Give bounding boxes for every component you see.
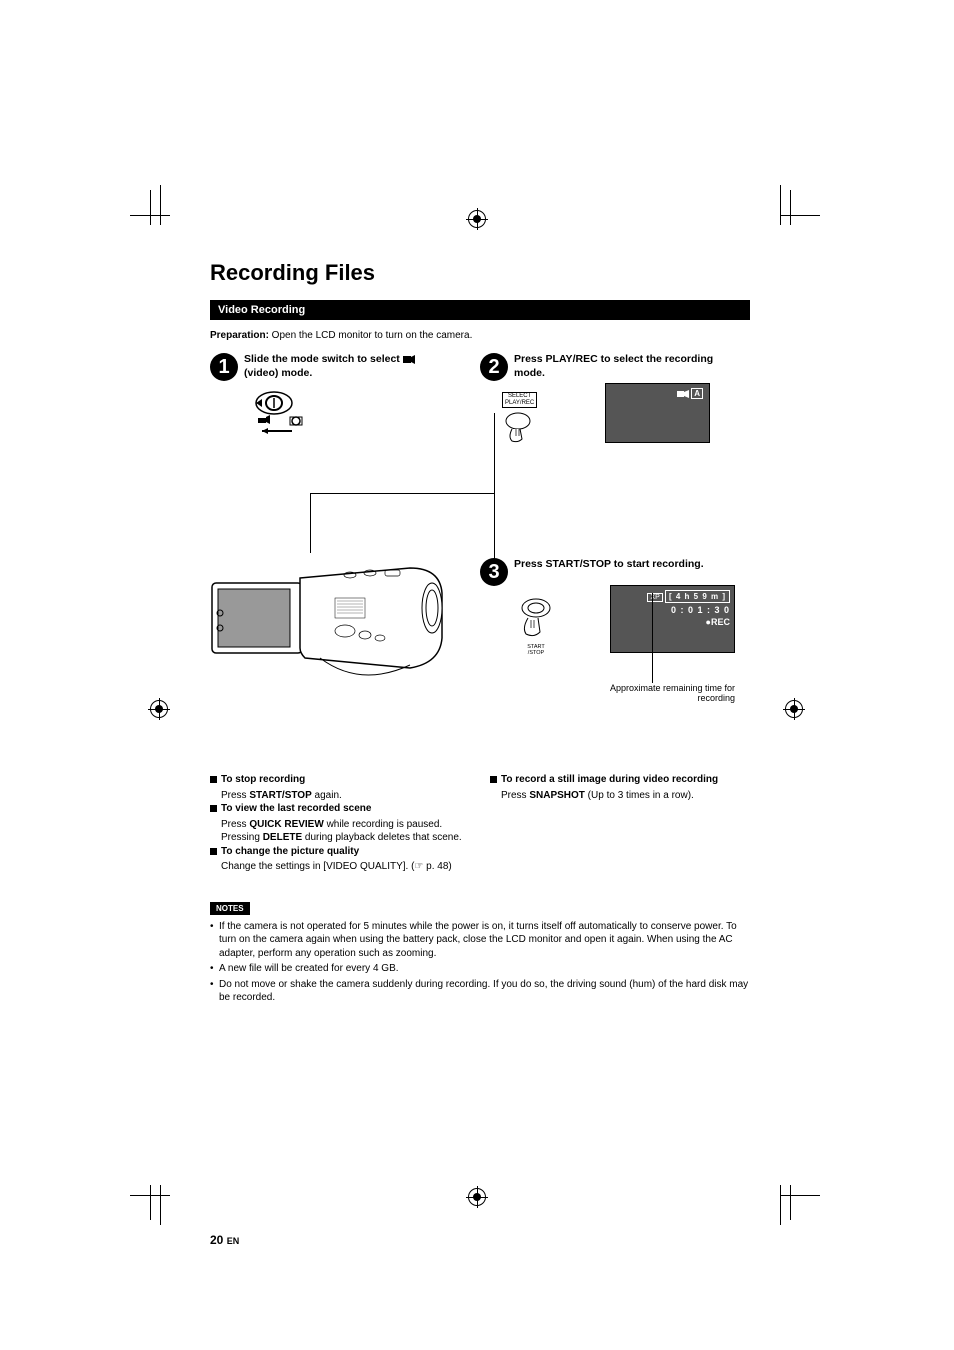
step-3-badge: 3 — [480, 558, 508, 586]
registration-mark-bottom — [468, 1188, 486, 1206]
video-mode-icon — [403, 355, 415, 364]
rec-indicator: REC — [711, 617, 730, 627]
registration-mark-left — [150, 700, 168, 718]
notes-list: •If the camera is not operated for 5 min… — [210, 920, 750, 1005]
steps-diagram: 1 Slide the mode switch to select (video… — [210, 353, 750, 773]
quality-indicator: XP — [647, 593, 662, 602]
step-3-text: Press START/STOP to start recording. — [514, 558, 714, 572]
remaining-time-note: Approximate remaining time for recording — [580, 683, 735, 703]
mode-switch-illustration — [252, 391, 312, 421]
notes-label: NOTES — [210, 902, 250, 915]
time-remaining-box: [ 4 h 5 9 m ] — [665, 590, 730, 603]
auto-mode-indicator: A — [691, 388, 703, 399]
note-item: •A new file will be created for every 4 … — [210, 962, 750, 976]
page-number: 20 EN — [210, 1233, 239, 1247]
connector-line — [494, 413, 495, 563]
page-title: Recording Files — [210, 260, 750, 286]
connector-line — [310, 493, 495, 494]
lcd-mode-display: A — [605, 383, 710, 443]
section-heading: Video Recording — [210, 300, 750, 320]
rec-counter: 0 : 0 1 : 3 0 — [671, 605, 730, 615]
tip-heading: To change the picture quality — [221, 846, 359, 857]
step-2-badge: 2 — [480, 353, 508, 381]
note-item: •Do not move or shake the camera suddenl… — [210, 978, 750, 1005]
preparation-label: Preparation: — [210, 330, 269, 341]
step-1-badge: 1 — [210, 353, 238, 381]
startstop-button-illustration: START /STOP — [518, 598, 554, 656]
video-icon — [677, 390, 689, 398]
step-1-text: Slide the mode switch to select (video) … — [244, 353, 434, 380]
note-item: •If the camera is not operated for 5 min… — [210, 920, 750, 961]
page-content: Recording Files Video Recording Preparat… — [210, 260, 750, 1007]
connector-line — [310, 493, 311, 553]
lcd-rec-display: XP [ 4 h 5 9 m ] 0 : 0 1 : 3 0 ●REC — [610, 585, 735, 653]
preparation-line: Preparation: Open the LCD monitor to tur… — [210, 330, 750, 341]
preparation-text: Open the LCD monitor to turn on the came… — [269, 330, 472, 341]
tips-col-left: To stop recording Press START/STOP again… — [210, 773, 470, 874]
tips-columns: To stop recording Press START/STOP again… — [210, 773, 750, 874]
tips-col-right: To record a still image during video rec… — [490, 773, 750, 874]
tip-heading: To record a still image during video rec… — [501, 774, 718, 785]
step-2-text: Press PLAY/REC to select the recording m… — [514, 353, 714, 380]
playrec-button-illustration: SELECT PLAY/REC — [502, 391, 537, 443]
camera-illustration — [210, 553, 450, 703]
tip-heading: To stop recording — [221, 774, 305, 785]
callout-line — [652, 593, 653, 683]
registration-mark-right — [785, 700, 803, 718]
registration-mark-top — [468, 210, 486, 228]
playrec-label: SELECT PLAY/REC — [502, 392, 537, 407]
tip-heading: To view the last recorded scene — [221, 803, 371, 814]
